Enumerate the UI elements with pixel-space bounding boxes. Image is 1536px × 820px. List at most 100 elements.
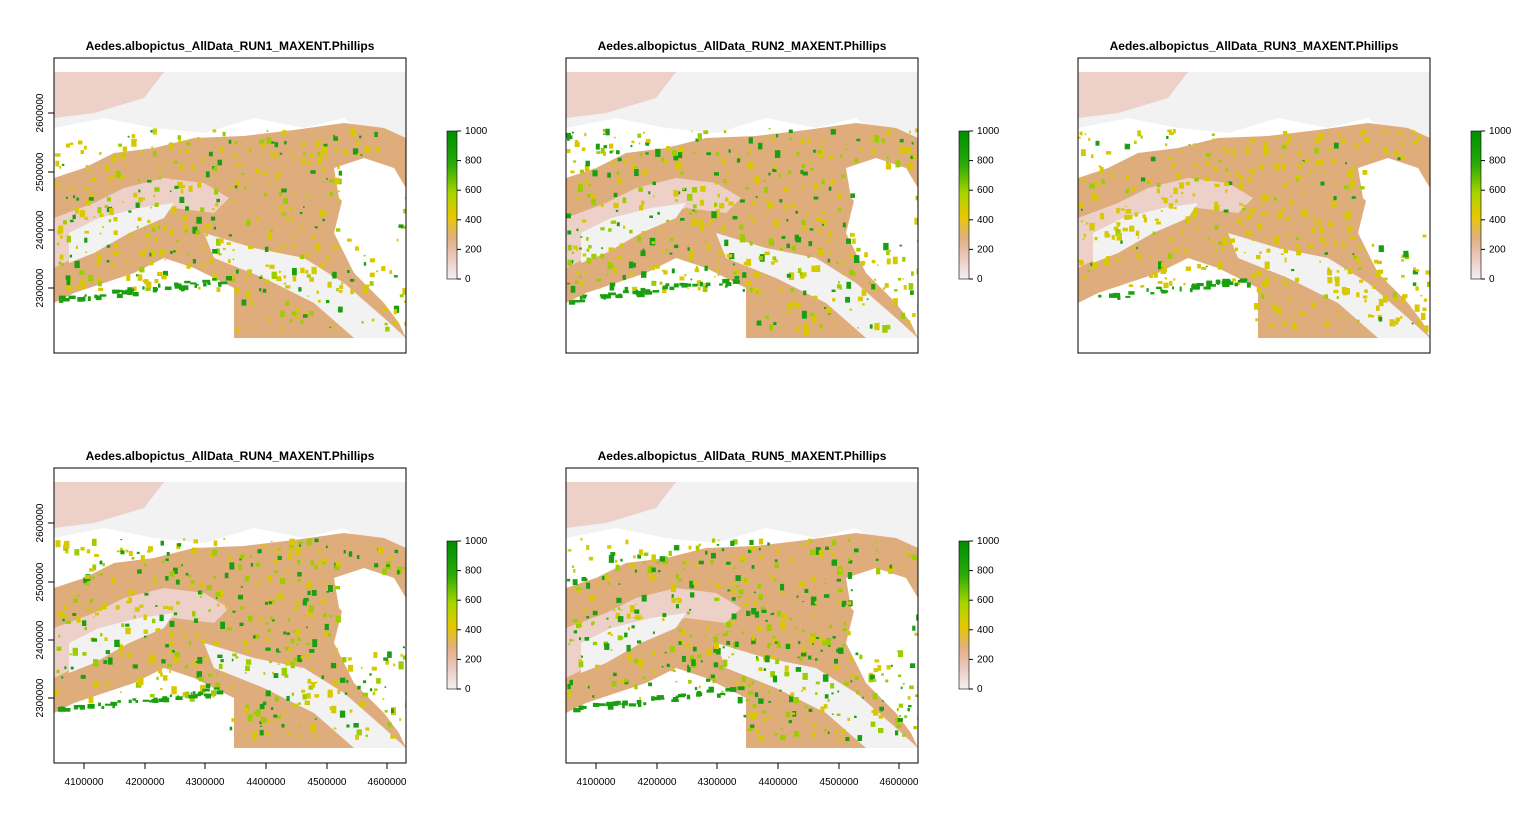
raster-cell (874, 322, 880, 331)
raster-cell (166, 552, 170, 556)
legend-tick-label: 200 (1489, 244, 1506, 255)
legend-colorbar (446, 130, 458, 280)
raster-cell (369, 688, 373, 692)
raster-cell (306, 693, 311, 699)
suitability-raster (54, 482, 406, 763)
raster-cell (726, 688, 730, 692)
raster-cell (693, 151, 696, 154)
raster-cell (224, 572, 229, 579)
y-tick-label: 2300000 (35, 268, 46, 307)
color-legend: 1000 800 600 400 200 0 (958, 126, 1000, 285)
raster-cell (343, 550, 346, 554)
raster-cell (1252, 238, 1255, 241)
raster-cell (59, 254, 64, 260)
raster-cell (137, 274, 143, 281)
y-tick-label: 2500000 (35, 152, 46, 191)
raster-cell (284, 674, 289, 678)
raster-cell (97, 280, 102, 287)
raster-cell (179, 164, 185, 169)
raster-cell (1136, 253, 1141, 260)
raster-cell (850, 680, 853, 683)
raster-cell (1306, 158, 1310, 163)
raster-cell (1168, 203, 1174, 209)
raster-cell (599, 703, 606, 707)
raster-cell (1268, 296, 1271, 300)
raster-cell (857, 296, 863, 302)
raster-cell (1185, 266, 1191, 271)
raster-cell (1301, 185, 1303, 189)
raster-cell (721, 690, 724, 693)
raster-cell (84, 186, 90, 191)
raster-cell (705, 282, 711, 286)
raster-cell (801, 185, 804, 189)
raster-cell (229, 726, 233, 731)
y-tick-label: 2500000 (35, 562, 46, 601)
raster-cell (683, 567, 686, 571)
raster-cell (804, 642, 807, 645)
raster-cell (849, 269, 854, 276)
raster-cell (772, 168, 777, 172)
raster-cell (1402, 137, 1405, 139)
x-tick-4100000: 4100000 (65, 763, 104, 788)
raster-cell (1302, 234, 1305, 237)
raster-cell (609, 143, 614, 149)
raster-cell (276, 172, 280, 179)
x-axis: 4100000 4200000 4300000 4400000 4500000 … (577, 763, 919, 788)
raster-cell (617, 607, 621, 611)
raster-cell (761, 609, 767, 613)
raster-cell (576, 587, 582, 591)
raster-cell (337, 178, 342, 185)
raster-cell (1201, 266, 1207, 270)
raster-cell (146, 233, 151, 239)
raster-cell (820, 706, 825, 713)
raster-cell (697, 133, 702, 141)
raster-cell (1401, 254, 1405, 259)
raster-cell (789, 617, 792, 621)
raster-patch (566, 338, 918, 353)
raster-cell (270, 549, 273, 552)
raster-cell (807, 255, 811, 258)
raster-cell (363, 262, 367, 266)
raster-cell (1328, 131, 1331, 134)
raster-cell (622, 704, 625, 709)
raster-cell (886, 130, 891, 135)
raster-cell (68, 295, 76, 300)
raster-cell (874, 659, 880, 663)
raster-cell (747, 712, 752, 718)
raster-cell (619, 680, 625, 684)
x-tick-label: 4600000 (880, 777, 919, 788)
raster-cell (875, 549, 878, 552)
raster-cell (154, 237, 158, 242)
raster-cell (164, 258, 166, 261)
raster-cell (120, 539, 123, 541)
raster-cell (837, 690, 840, 693)
x-tick-label: 4500000 (308, 777, 347, 788)
raster-cell (726, 630, 729, 633)
raster-cell (763, 668, 767, 671)
raster-cell (615, 559, 618, 563)
raster-cell (170, 632, 174, 636)
raster-cell (120, 152, 125, 159)
raster-cell (334, 647, 338, 651)
raster-cell (698, 560, 704, 565)
raster-cell (291, 210, 294, 212)
raster-cell (642, 169, 647, 175)
raster-cell (896, 724, 902, 728)
raster-cell (572, 639, 575, 641)
raster-cell (88, 275, 94, 282)
raster-cell (1271, 304, 1277, 311)
raster-cell (1331, 158, 1336, 164)
raster-cell (637, 554, 641, 559)
raster-cell (569, 135, 573, 140)
raster-cell (1124, 143, 1127, 145)
legend-tick-label: 400 (977, 215, 994, 226)
raster-cell (1382, 148, 1388, 154)
raster-cell (1080, 149, 1086, 156)
suitability-raster (566, 482, 918, 763)
raster-cell (795, 327, 801, 331)
raster-cell (716, 266, 719, 271)
raster-cell (907, 320, 911, 325)
raster-cell (1287, 297, 1291, 301)
raster-cell (234, 288, 240, 294)
raster-cell (1113, 226, 1119, 231)
